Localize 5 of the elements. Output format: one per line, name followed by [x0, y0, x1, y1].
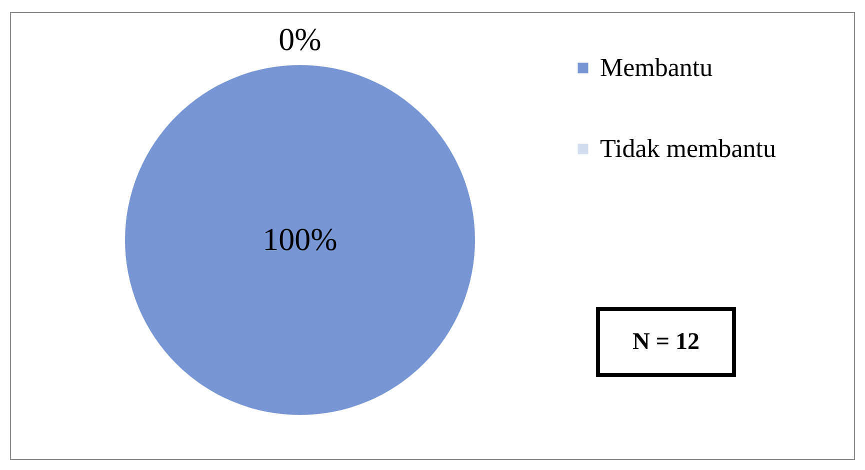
legend-label: Membantu — [600, 53, 713, 82]
data-label: 100% — [262, 221, 338, 257]
text: N = 12 — [596, 307, 736, 377]
text: 0% — [278, 21, 322, 57]
legend-label: Tidak membantu — [600, 134, 776, 163]
